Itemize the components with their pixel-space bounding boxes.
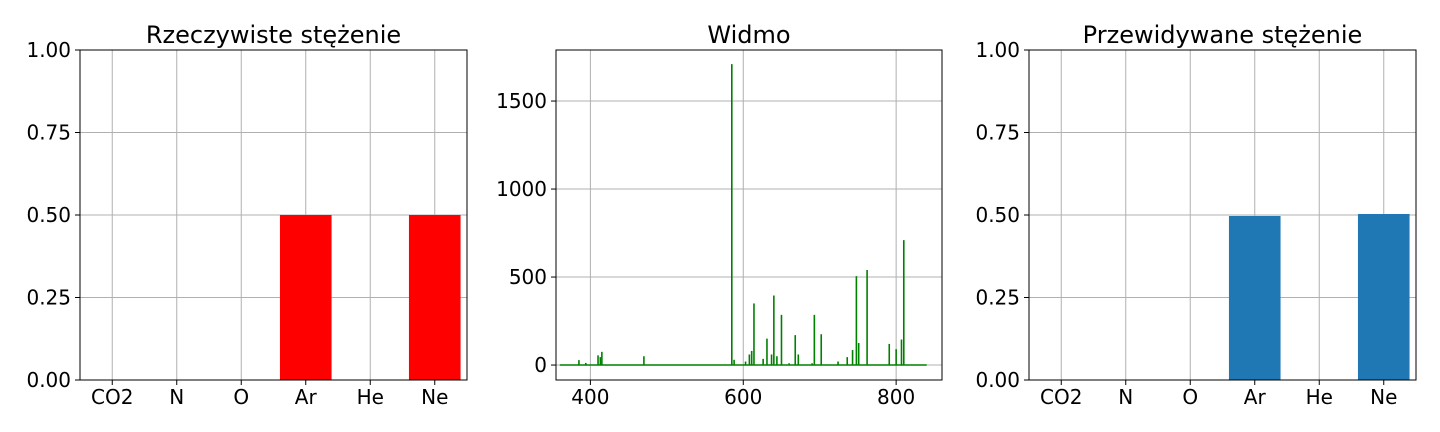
- x-tick-label: 400: [571, 385, 609, 409]
- y-tick-label: 1.00: [975, 38, 1020, 62]
- y-tick-label: 1.00: [26, 38, 71, 62]
- x-tick-label: Ar: [295, 385, 318, 409]
- bar-ar: [1228, 215, 1281, 380]
- x-tick-label: Ne: [421, 385, 448, 409]
- y-tick-label: 0.75: [975, 121, 1020, 145]
- bar-ne: [1357, 214, 1410, 380]
- y-tick-label: 500: [509, 265, 547, 289]
- x-tick-label: He: [1306, 385, 1333, 409]
- y-tick-label: 0.25: [975, 286, 1020, 310]
- bar-ne: [408, 215, 461, 380]
- chart-title: Rzeczywiste stężenie: [146, 21, 401, 49]
- y-tick-label: 0.00: [26, 368, 71, 392]
- y-tick-label: 0.25: [26, 286, 71, 310]
- x-tick-label: O: [233, 385, 249, 409]
- x-tick-label: 600: [724, 385, 762, 409]
- y-tick-label: 0.75: [26, 121, 71, 145]
- y-tick-label: 1500: [496, 89, 547, 113]
- y-tick-label: 0.00: [975, 368, 1020, 392]
- axes-frame: [555, 49, 943, 381]
- chart-panel-spectrum: 400 600 800 0 500 1000 1500 Widmo: [496, 21, 943, 409]
- x-tick-label: Ne: [1370, 385, 1397, 409]
- y-tick-label: 0: [534, 353, 547, 377]
- x-tick-label: 800: [877, 385, 915, 409]
- x-tick-label: O: [1182, 385, 1198, 409]
- chart-panel-real-concentration: 0.00 0.25 0.50 0.75 1.00 CO2 N O Ar He Ne Rzeczywis…: [26, 21, 468, 409]
- y-tick-label: 1000: [496, 177, 547, 201]
- x-tick-label: He: [357, 385, 384, 409]
- x-tick-label: CO2: [1040, 385, 1082, 409]
- axes-frame: [79, 49, 468, 381]
- axes-frame: [1028, 49, 1417, 381]
- y-tick-label: 0.50: [975, 203, 1020, 227]
- x-tick-label: CO2: [91, 385, 133, 409]
- x-tick-label: Ar: [1244, 385, 1267, 409]
- bar-ar: [279, 215, 332, 380]
- x-tick-label: N: [1118, 385, 1133, 409]
- x-tick-label: N: [169, 385, 184, 409]
- chart-panel-predicted-concentration: 0.00 0.25 0.50 0.75 1.00 CO2 N O Ar He Ne Przewidyw…: [975, 21, 1417, 409]
- y-tick-label: 0.50: [26, 203, 71, 227]
- chart-title: Widmo: [707, 21, 790, 49]
- chart-title: Przewidywane stężenie: [1083, 21, 1363, 49]
